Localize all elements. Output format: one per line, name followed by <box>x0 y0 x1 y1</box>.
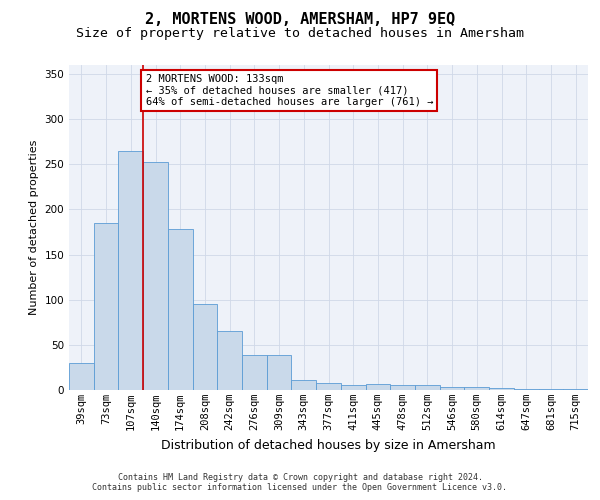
Bar <box>415 386 440 390</box>
Bar <box>267 355 292 390</box>
Text: Size of property relative to detached houses in Amersham: Size of property relative to detached ho… <box>76 28 524 40</box>
Bar <box>69 363 94 390</box>
Text: Contains HM Land Registry data © Crown copyright and database right 2024.
Contai: Contains HM Land Registry data © Crown c… <box>92 473 508 492</box>
Bar <box>489 388 514 390</box>
Bar <box>440 388 464 390</box>
Text: 2, MORTENS WOOD, AMERSHAM, HP7 9EQ: 2, MORTENS WOOD, AMERSHAM, HP7 9EQ <box>145 12 455 28</box>
Bar <box>217 332 242 390</box>
Bar <box>94 223 118 390</box>
Bar <box>316 383 341 390</box>
Bar <box>390 384 415 390</box>
Bar <box>118 151 143 390</box>
Y-axis label: Number of detached properties: Number of detached properties <box>29 140 39 315</box>
Bar <box>514 389 539 390</box>
Bar <box>464 388 489 390</box>
Bar <box>539 389 563 390</box>
Bar <box>193 304 217 390</box>
Bar <box>292 380 316 390</box>
X-axis label: Distribution of detached houses by size in Amersham: Distribution of detached houses by size … <box>161 438 496 452</box>
Bar <box>242 355 267 390</box>
Bar <box>143 162 168 390</box>
Bar <box>168 230 193 390</box>
Bar <box>365 384 390 390</box>
Text: 2 MORTENS WOOD: 133sqm
← 35% of detached houses are smaller (417)
64% of semi-de: 2 MORTENS WOOD: 133sqm ← 35% of detached… <box>146 74 433 107</box>
Bar <box>563 389 588 390</box>
Bar <box>341 384 365 390</box>
